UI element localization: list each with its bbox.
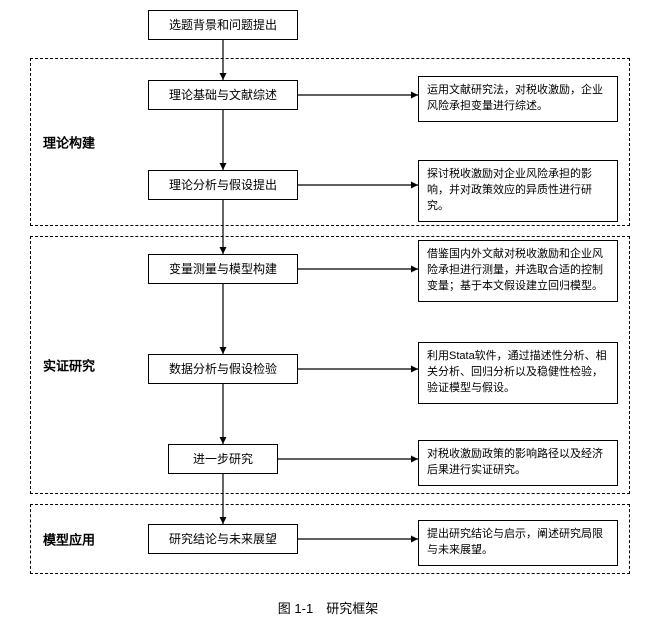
flow-node: 进一步研究 (168, 444, 278, 474)
section-label: 模型应用 (43, 530, 95, 549)
flow-node: 研究结论与未来展望 (148, 524, 298, 554)
flow-node: 理论分析与假设提出 (148, 170, 298, 200)
flow-node: 数据分析与假设检验 (148, 354, 298, 384)
flow-desc: 探讨税收激励对企业风险承担的影响，并对政策效应的异质性进行研究。 (418, 160, 618, 222)
flow-desc: 对税收激励政策的影响路径以及经济后果进行实证研究。 (418, 440, 618, 486)
flow-node: 选题背景和问题提出 (148, 10, 298, 40)
figure-caption: 图 1-1 研究框架 (278, 598, 378, 617)
flow-node: 理论基础与文献综述 (148, 80, 298, 110)
flow-desc: 提出研究结论与启示，阐述研究局限与未来展望。 (418, 520, 618, 566)
section-label: 实证研究 (43, 356, 95, 375)
flow-desc: 借鉴国内外文献对税收激励和企业风险承担进行测量，并选取合适的控制变量；基于本文假… (418, 240, 618, 302)
flow-node: 变量测量与模型构建 (148, 254, 298, 284)
flowchart-canvas: 理论构建实证研究模型应用 选题背景和问题提出理论基础与文献综述理论分析与假设提出… (0, 0, 656, 625)
section-label: 理论构建 (43, 133, 95, 152)
flow-desc: 利用Stata软件，通过描述性分析、相关分析、回归分析以及稳健性检验，验证模型与… (418, 342, 618, 404)
flow-desc: 运用文献研究法，对税收激励，企业风险承担变量进行综述。 (418, 76, 618, 122)
